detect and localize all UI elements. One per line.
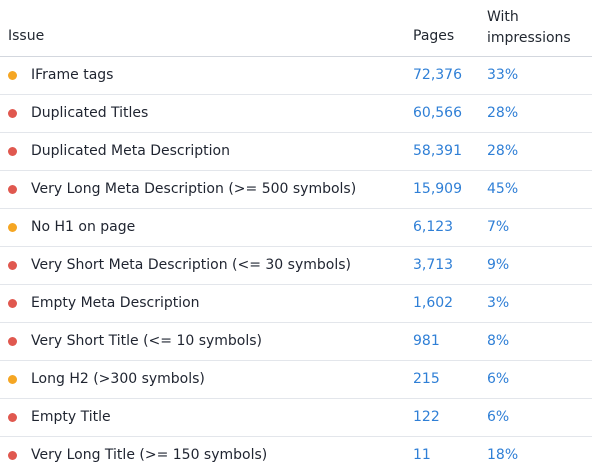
issue-name: Very Long Title (>= 150 symbols) [31, 447, 268, 463]
table-row[interactable]: Very Long Meta Description (>= 500 symbo… [0, 171, 592, 209]
error-dot-icon [8, 109, 17, 118]
table-row[interactable]: IFrame tags 72,376 33% [0, 57, 592, 95]
pages-count-link[interactable]: 60,566 [413, 105, 462, 121]
warning-dot-icon [8, 71, 17, 80]
table-row[interactable]: Duplicated Titles 60,566 28% [0, 95, 592, 133]
pages-count-link[interactable]: 72,376 [413, 67, 462, 83]
header-with-impressions[interactable]: With impressions [487, 7, 571, 49]
error-dot-icon [8, 147, 17, 156]
table-row[interactable]: Very Short Title (<= 10 symbols) 981 8% [0, 323, 592, 361]
pages-count-link[interactable]: 15,909 [413, 181, 462, 197]
impressions-percent-link[interactable]: 7% [487, 219, 510, 235]
pages-count-link[interactable]: 981 [413, 333, 440, 349]
header-issue[interactable]: Issue [8, 28, 45, 44]
impressions-percent-link[interactable]: 3% [487, 295, 510, 311]
issue-name: Long H2 (>300 symbols) [31, 371, 205, 387]
warning-dot-icon [8, 375, 17, 384]
header-impressions-line2: impressions [487, 30, 571, 46]
issue-name: Very Long Meta Description (>= 500 symbo… [31, 181, 357, 197]
error-dot-icon [8, 451, 17, 460]
error-dot-icon [8, 299, 17, 308]
table-row[interactable]: Empty Meta Description 1,602 3% [0, 285, 592, 323]
impressions-percent-link[interactable]: 28% [487, 105, 519, 121]
header-impressions-line1: With [487, 9, 519, 25]
pages-count-link[interactable]: 3,713 [413, 257, 454, 273]
impressions-percent-link[interactable]: 8% [487, 333, 510, 349]
impressions-percent-link[interactable]: 33% [487, 67, 519, 83]
table-row[interactable]: Empty Title 122 6% [0, 399, 592, 437]
issue-name: No H1 on page [31, 219, 136, 235]
error-dot-icon [8, 413, 17, 422]
pages-count-link[interactable]: 122 [413, 409, 440, 425]
table-row[interactable]: Duplicated Meta Description 58,391 28% [0, 133, 592, 171]
table-row[interactable]: Long H2 (>300 symbols) 215 6% [0, 361, 592, 399]
warning-dot-icon [8, 223, 17, 232]
table-header: Issue Pages With impressions [0, 0, 592, 57]
header-pages[interactable]: Pages [413, 28, 455, 44]
issue-name: Very Short Meta Description (<= 30 symbo… [31, 257, 351, 273]
pages-count-link[interactable]: 58,391 [413, 143, 462, 159]
pages-count-link[interactable]: 215 [413, 371, 440, 387]
table-row[interactable]: Very Short Meta Description (<= 30 symbo… [0, 247, 592, 285]
impressions-percent-link[interactable]: 6% [487, 371, 510, 387]
issue-name: Duplicated Titles [31, 105, 149, 121]
error-dot-icon [8, 261, 17, 270]
issue-name: IFrame tags [31, 67, 114, 83]
table-row[interactable]: Very Long Title (>= 150 symbols) 11 18% [0, 437, 592, 475]
pages-count-link[interactable]: 1,602 [413, 295, 454, 311]
issue-name: Empty Title [31, 409, 111, 425]
error-dot-icon [8, 185, 17, 194]
pages-count-link[interactable]: 6,123 [413, 219, 454, 235]
impressions-percent-link[interactable]: 6% [487, 409, 510, 425]
impressions-percent-link[interactable]: 28% [487, 143, 519, 159]
table-row[interactable]: No H1 on page 6,123 7% [0, 209, 592, 247]
issue-name: Duplicated Meta Description [31, 143, 230, 159]
pages-count-link[interactable]: 11 [413, 447, 431, 463]
impressions-percent-link[interactable]: 45% [487, 181, 519, 197]
table-body: IFrame tags 72,376 33% Duplicated Titles 60,… [0, 57, 592, 475]
impressions-percent-link[interactable]: 18% [487, 447, 519, 463]
issue-name: Empty Meta Description [31, 295, 200, 311]
impressions-percent-link[interactable]: 9% [487, 257, 510, 273]
error-dot-icon [8, 337, 17, 346]
issue-name: Very Short Title (<= 10 symbols) [31, 333, 263, 349]
